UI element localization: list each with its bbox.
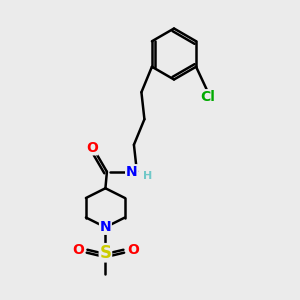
Text: Cl: Cl xyxy=(201,90,215,104)
Text: H: H xyxy=(143,171,152,181)
Text: O: O xyxy=(72,243,84,257)
Text: N: N xyxy=(100,220,111,234)
Text: O: O xyxy=(127,243,139,257)
Text: O: O xyxy=(86,141,98,155)
Text: N: N xyxy=(126,165,137,179)
Text: S: S xyxy=(99,244,111,262)
